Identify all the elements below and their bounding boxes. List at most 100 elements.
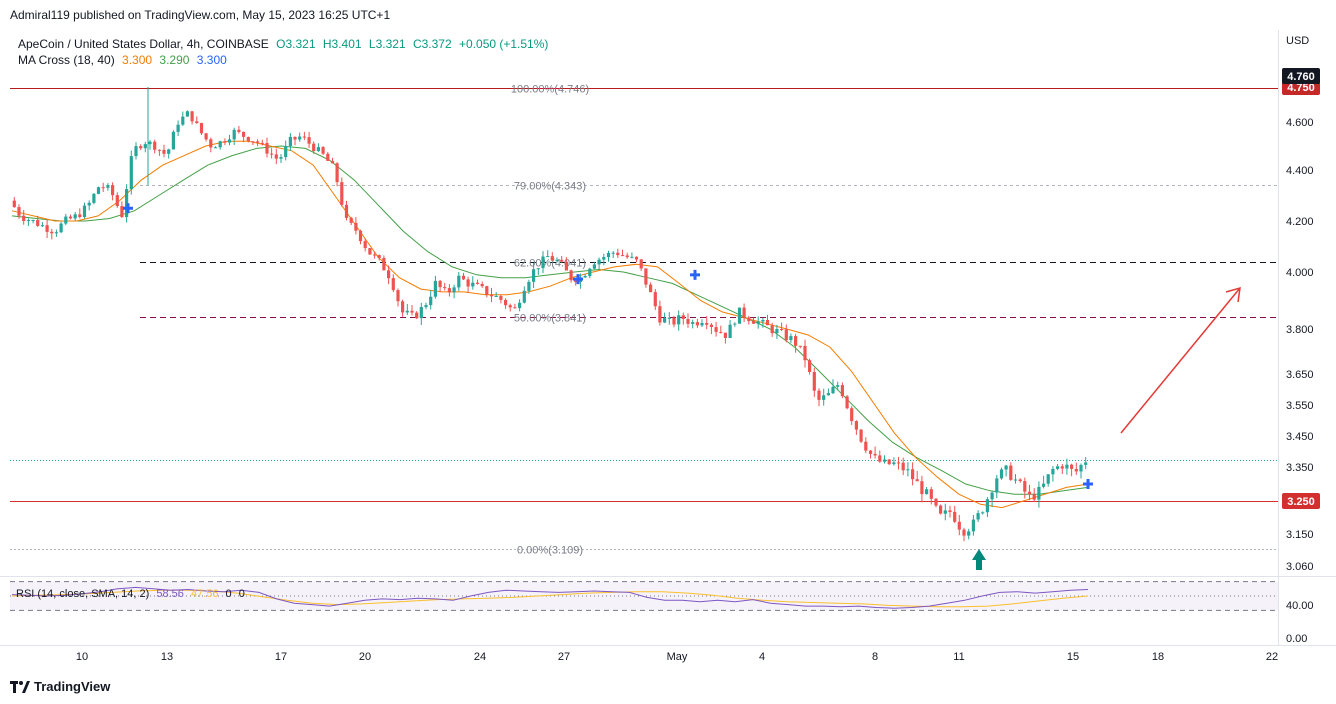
rsi-line: [11, 586, 1089, 609]
candle-body: [134, 146, 138, 157]
candle-body: [401, 301, 405, 313]
current-price-badge-bg: [1282, 68, 1320, 84]
candle-body: [616, 252, 620, 256]
candle-body: [36, 220, 40, 226]
axis-layer: USD 4.600 4.400 4.200 4.000 3.800 3.650 3.550 3.…: [76, 35, 1320, 663]
candle-body: [784, 329, 788, 341]
candle-body: [274, 154, 278, 159]
candle-body: [681, 315, 685, 319]
grid-layer: [0, 30, 1336, 646]
candle-body: [391, 278, 395, 291]
support-price-badge-bg: [1282, 493, 1320, 509]
candle-body: [1027, 491, 1032, 495]
candle-body: [96, 187, 101, 194]
legend-ma-label[interactable]: MA Cross (18, 40): [18, 53, 115, 67]
candle-body: [223, 141, 227, 143]
candle-body: [859, 429, 863, 442]
candle-body: [967, 531, 971, 536]
candle-body: [527, 281, 531, 291]
candle-body: [316, 147, 320, 151]
candle-body: [326, 153, 330, 161]
candle-body: [405, 310, 409, 313]
candle-body: [1046, 474, 1050, 484]
candle-body: [789, 336, 793, 341]
candle-body: [443, 287, 447, 289]
candle-body: [181, 116, 185, 125]
time-axis-tick: 10: [76, 651, 88, 663]
candle-body: [695, 322, 699, 326]
rsi-zero1: 0: [225, 588, 232, 600]
candle-body: [1070, 464, 1074, 469]
candle-body: [728, 324, 732, 338]
candle-body: [17, 207, 21, 216]
candle-body: [756, 321, 760, 324]
candle-body: [925, 489, 929, 495]
price-axis-tick: 3.350: [1286, 462, 1314, 474]
candle-body: [162, 149, 166, 154]
candle-body: [213, 147, 218, 149]
candle-body: [354, 222, 358, 231]
candle-body: [335, 163, 339, 183]
candle-layer: [12, 87, 1088, 542]
time-axis-tick: May: [667, 651, 688, 663]
marker-layer: [123, 203, 1241, 570]
candle-body: [382, 258, 386, 271]
time-axis-tick: 24: [474, 651, 486, 663]
candle-body: [939, 505, 943, 514]
candle-body: [719, 331, 723, 333]
candle-body: [429, 296, 433, 306]
legend-ma-row: MA Cross (18, 40) 3.300 3.290 3.300: [18, 52, 552, 68]
candle-body: [153, 141, 157, 150]
time-axis-tick: 13: [161, 651, 173, 663]
candle-body: [237, 129, 241, 132]
candle-body: [185, 111, 189, 117]
candle-body: [929, 489, 933, 499]
candle-body: [999, 469, 1004, 479]
candle-body: [504, 299, 508, 306]
candle-body: [981, 512, 985, 514]
candle-body: [129, 156, 133, 190]
candle-body: [415, 312, 419, 319]
candle-body: [209, 139, 213, 148]
candle-body: [1042, 483, 1046, 487]
candle-body: [387, 270, 391, 279]
candle-body: [82, 205, 87, 217]
candle-body: [265, 143, 269, 154]
candle-body: [87, 202, 91, 206]
rsi-axis-tick: 0.00: [1286, 633, 1307, 645]
legend-symbol-row: ApeCoin / United States Dollar, 4h, COIN…: [18, 36, 552, 52]
candle-body: [45, 225, 49, 232]
candle-body: [143, 144, 147, 149]
candle-body: [611, 252, 615, 254]
candle-body: [139, 146, 143, 149]
candle-body: [953, 511, 957, 522]
candle-body: [485, 286, 489, 295]
candle-body: [157, 149, 161, 151]
candle-body: [794, 336, 798, 346]
candle-body: [864, 441, 868, 451]
legend-symbol[interactable]: ApeCoin / United States Dollar, 4h, COIN…: [18, 37, 269, 51]
candle-body: [742, 307, 746, 318]
candle-body: [410, 310, 414, 313]
candle-body: [634, 256, 639, 260]
candle-body: [1013, 479, 1018, 481]
candle-body: [639, 259, 643, 269]
candle-body: [532, 269, 536, 282]
candle-body: [780, 329, 784, 330]
rsi-label[interactable]: RSI (14, close, SMA, 14, 2): [16, 588, 150, 600]
candle-body: [546, 256, 550, 258]
candle-body: [714, 327, 718, 332]
candle-body: [246, 137, 250, 142]
candle-body: [232, 129, 236, 140]
candle-body: [667, 317, 671, 319]
footer-brand[interactable]: TradingView: [10, 679, 110, 694]
candle-body: [1009, 465, 1013, 480]
candle-body: [887, 459, 891, 465]
candle-body: [251, 141, 255, 143]
tradingview-logo-icon: [10, 680, 30, 693]
time-axis-tick: 11: [953, 651, 964, 663]
candle-body: [723, 332, 727, 338]
candle-body: [976, 513, 980, 520]
candle-body: [1023, 481, 1027, 492]
